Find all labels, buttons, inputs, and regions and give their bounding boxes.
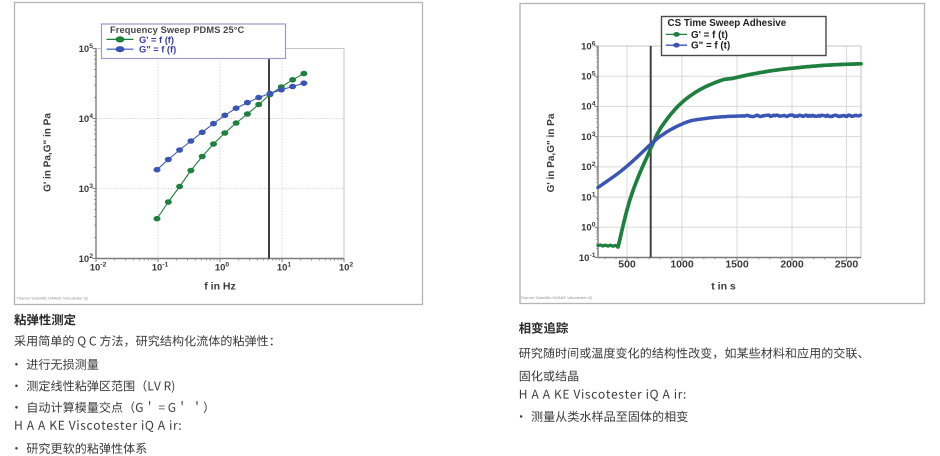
svg-text:CS Time Sweep Adhesive: CS Time Sweep Adhesive bbox=[668, 18, 787, 29]
svg-text:t in s: t in s bbox=[711, 281, 736, 293]
svg-text:G" = f (t): G" = f (t) bbox=[691, 41, 730, 52]
svg-text:Thermo Scientific HAAKE Viscot: Thermo Scientific HAAKE Viscotester iQ bbox=[16, 296, 88, 301]
svg-text:2500: 2500 bbox=[835, 259, 859, 271]
svg-text:Frequency Sweep PDMS 25°C: Frequency Sweep PDMS 25°C bbox=[110, 25, 245, 35]
svg-text:Thermo Scientific HAAKE Viscot: Thermo Scientific HAAKE Viscotester iQ bbox=[521, 295, 593, 300]
svg-text:2000: 2000 bbox=[780, 259, 804, 271]
svg-text:1500: 1500 bbox=[725, 259, 749, 271]
svg-text:f in Hz: f in Hz bbox=[204, 281, 236, 293]
svg-text:G' = f (t): G' = f (t) bbox=[691, 30, 728, 41]
svg-text:G" = f (f): G" = f (f) bbox=[139, 45, 176, 55]
svg-text:500: 500 bbox=[618, 259, 636, 271]
svg-text:G' in Pa,G" in Pa: G' in Pa,G" in Pa bbox=[43, 113, 54, 192]
svg-text:G' in Pa,G" in Pa: G' in Pa,G" in Pa bbox=[546, 113, 557, 192]
svg-text:G' = f (f): G' = f (f) bbox=[139, 35, 174, 45]
svg-text:1000: 1000 bbox=[670, 259, 694, 271]
